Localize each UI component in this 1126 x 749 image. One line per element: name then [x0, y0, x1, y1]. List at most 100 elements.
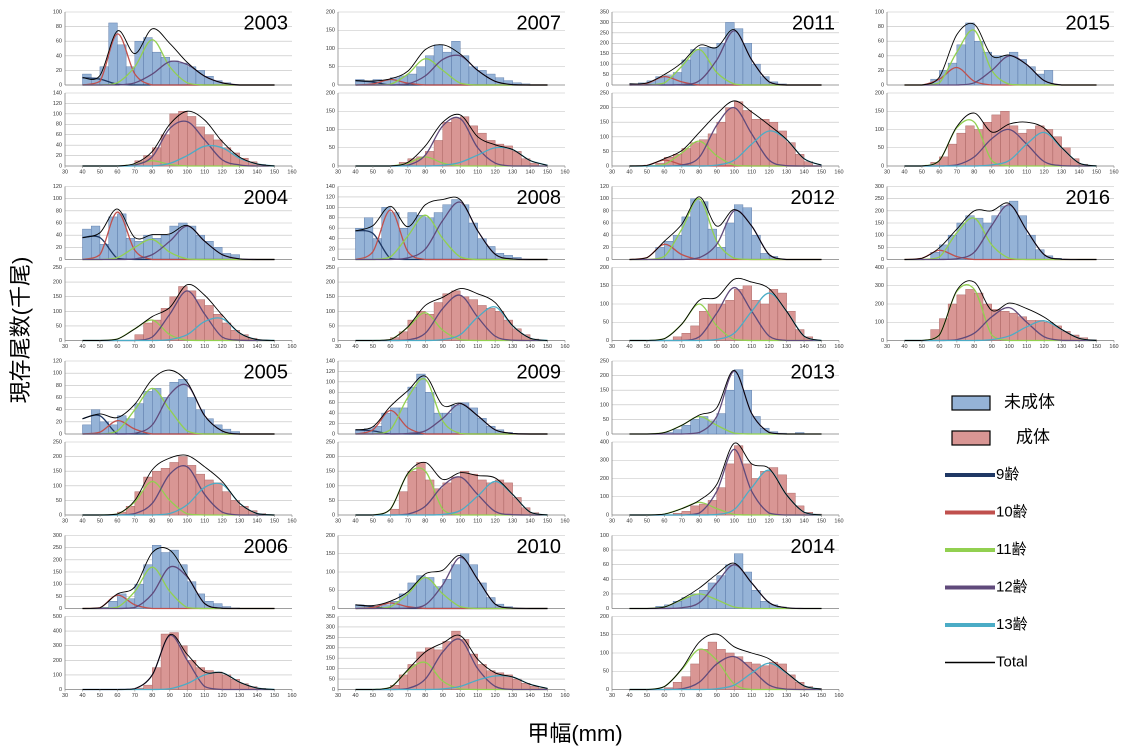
y-tick-label: 40	[603, 233, 609, 239]
x-tick-label: 80	[696, 518, 702, 524]
legend-label: 13齢	[996, 616, 1028, 633]
y-tick-label: 40	[329, 411, 335, 417]
x-tick-label: 90	[714, 169, 720, 175]
year-label: 2009	[517, 361, 562, 383]
bar	[152, 545, 162, 609]
x-tick-label: 110	[200, 344, 209, 350]
y-tick-label: 50	[878, 145, 884, 151]
x-tick-label: 110	[200, 169, 209, 175]
year-label: 2012	[791, 187, 836, 209]
x-tick-label: 40	[901, 169, 907, 175]
bar	[725, 463, 735, 516]
year-label: 2016	[1066, 187, 1111, 209]
y-tick-label: 100	[326, 666, 335, 672]
bar	[760, 665, 770, 690]
x-tick-label: 90	[167, 344, 173, 350]
y-tick-label: 60	[878, 39, 884, 45]
x-tick-label: 120	[1040, 344, 1049, 350]
x-axis-title: 甲幅(mm)	[527, 721, 622, 746]
y-tick-label: 80	[56, 24, 62, 30]
y-tick-label: 0	[332, 512, 335, 518]
fit-curve	[82, 547, 275, 609]
y-tick-label: 250	[600, 90, 609, 96]
x-tick-label: 80	[971, 344, 977, 350]
y-tick-label: 120	[326, 194, 335, 200]
panel-upper: 0 50 100 150 200 2007	[326, 9, 565, 88]
bar	[716, 413, 726, 435]
x-tick-label: 120	[491, 518, 500, 524]
y-tick-label: 100	[600, 301, 609, 307]
y-tick-label: 100	[53, 672, 62, 678]
x-tick-label: 70	[405, 344, 411, 350]
bar	[1061, 331, 1071, 341]
x-tick-label: 100	[183, 169, 192, 175]
x-tick-label: 110	[473, 344, 482, 350]
y-tick-label: 200	[53, 658, 62, 664]
y-tick-label: 250	[326, 265, 335, 271]
x-tick-label: 150	[1092, 344, 1101, 350]
bar	[751, 478, 761, 516]
x-tick-label: 100	[456, 344, 465, 350]
x-tick-label: 100	[730, 518, 739, 524]
panel-lower: 0 50 100 150 200 30 40 50 60 70 80 90 100 110 120 130 14…	[600, 265, 844, 350]
panel-upper: 0 20 40 60 80 100 120 2012	[600, 184, 839, 263]
x-tick-label: 50	[97, 518, 103, 524]
x-tick-label: 110	[200, 693, 209, 699]
y-tick-label: 250	[600, 30, 609, 36]
panel-upper: 0 20 40 60 80 100 120 2005	[53, 358, 292, 437]
bar	[1026, 234, 1036, 260]
bar	[152, 667, 162, 690]
x-tick-label: 130	[782, 169, 791, 175]
x-tick-label: 160	[1109, 169, 1118, 175]
x-tick-label: 80	[696, 169, 702, 175]
y-tick-label: 200	[326, 454, 335, 460]
x-tick-label: 130	[1057, 169, 1066, 175]
bar	[451, 405, 461, 435]
x-tick-label: 160	[834, 344, 843, 350]
y-tick-label: 0	[59, 82, 62, 88]
x-tick-label: 60	[114, 169, 120, 175]
x-tick-label: 100	[730, 169, 739, 175]
x-tick-label: 60	[936, 344, 942, 350]
x-tick-label: 50	[370, 693, 376, 699]
bar	[187, 660, 197, 690]
bar	[512, 678, 522, 690]
x-tick-label: 110	[473, 518, 482, 524]
bar	[672, 429, 683, 435]
y-tick-label: 0	[606, 163, 609, 169]
y-tick-label: 200	[326, 9, 335, 15]
y-tick-label: 0	[606, 338, 609, 344]
y-tick-label: 60	[603, 220, 609, 226]
x-tick-label: 150	[543, 344, 552, 350]
x-tick-label: 60	[387, 518, 393, 524]
x-tick-label: 130	[235, 693, 244, 699]
x-tick-label: 130	[782, 344, 791, 350]
y-tick-label: 0	[881, 257, 884, 263]
x-tick-label: 100	[456, 518, 465, 524]
y-tick-label: 50	[603, 72, 609, 78]
x-tick-label: 30	[62, 518, 68, 524]
panel-lower: 0 100 200 300 400 30 40 50 60 70 80 90 100 110 120 130 1…	[875, 265, 1119, 350]
bar	[117, 44, 127, 86]
y-tick-label: 200	[875, 208, 884, 214]
fit-curve	[355, 555, 548, 609]
x-tick-label: 40	[79, 344, 85, 350]
y-tick-label: 100	[326, 483, 335, 489]
x-tick-label: 110	[473, 693, 482, 699]
legend-label: 11齢	[996, 541, 1027, 558]
y-tick-label: 150	[326, 469, 335, 475]
bar	[117, 415, 127, 435]
x-tick-label: 30	[62, 344, 68, 350]
y-tick-label: 150	[600, 632, 609, 638]
bar	[460, 553, 470, 609]
year-label: 2006	[244, 536, 289, 558]
year-label: 2007	[517, 12, 562, 34]
y-tick-label: 120	[53, 101, 62, 107]
x-tick-label: 50	[370, 344, 376, 350]
bar	[390, 508, 400, 516]
y-tick-label: 300	[53, 643, 62, 649]
x-tick-label: 120	[765, 693, 774, 699]
x-tick-label: 30	[335, 344, 341, 350]
x-tick-label: 160	[834, 693, 843, 699]
y-tick-label: 300	[600, 20, 609, 26]
